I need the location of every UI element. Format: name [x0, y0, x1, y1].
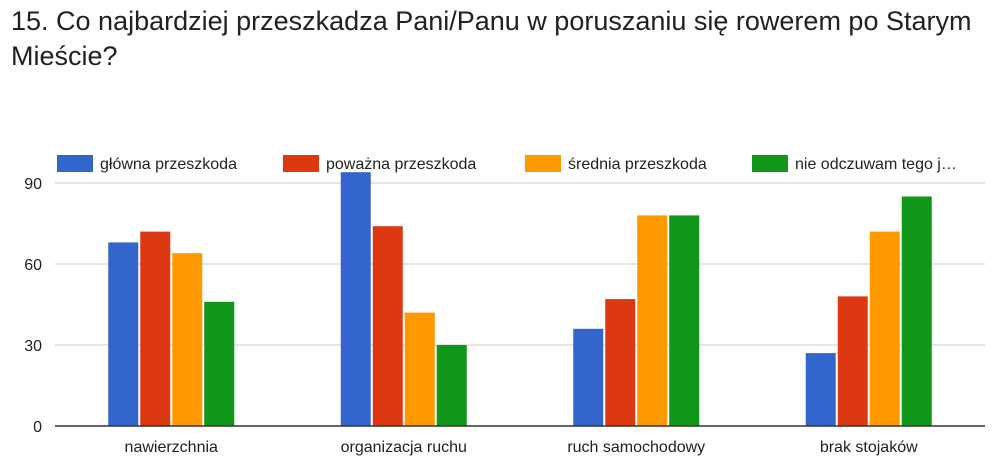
- legend-swatch: [525, 155, 561, 172]
- y-tick-label: 60: [24, 257, 42, 274]
- legend-swatch: [752, 155, 788, 172]
- bar-2-4: [837, 296, 868, 426]
- legend-label: średnia przeszkoda: [568, 156, 707, 173]
- bar-3-3: [637, 215, 668, 426]
- bar-2-3: [605, 299, 636, 426]
- legend-label: nie odczuwam tego j…: [795, 156, 957, 173]
- y-tick-label: 30: [24, 338, 42, 355]
- legend-label: główna przeszkoda: [100, 156, 237, 173]
- x-category-label: nawierzchnia: [125, 439, 218, 456]
- bar-1-1: [108, 242, 139, 426]
- bar-2-2: [372, 226, 403, 426]
- legend-swatch: [283, 155, 319, 172]
- axes: 0 30 60 90 nawierzchnia organizacja ruchu ruch…: [24, 176, 985, 456]
- bar-3-4: [869, 231, 900, 426]
- x-category-label: ruch samochodowy: [567, 439, 705, 456]
- x-category-label: organizacja ruchu: [341, 439, 467, 456]
- bar-2-1: [140, 231, 171, 426]
- y-tick-label: 0: [33, 419, 42, 436]
- bar-1-2: [340, 172, 371, 426]
- bar-3-1: [172, 253, 203, 426]
- bar-4-2: [436, 345, 467, 426]
- legend: główna przeszkoda poważna przeszkoda średn…: [57, 155, 957, 173]
- bar-1-4: [805, 353, 836, 426]
- bar-1-3: [573, 328, 604, 426]
- legend-swatch: [57, 155, 93, 172]
- x-category-label: brak stojaków: [820, 439, 918, 456]
- bar-4-3: [669, 215, 700, 426]
- chart-title: 15. Co najbardziej przeszkadza Pani/Panu…: [11, 6, 972, 71]
- bar-3-2: [404, 312, 435, 426]
- bars: [108, 172, 932, 426]
- bar-4-1: [204, 301, 235, 426]
- bar-4-4: [901, 196, 932, 426]
- legend-label: poważna przeszkoda: [326, 156, 476, 173]
- y-tick-label: 90: [24, 176, 42, 193]
